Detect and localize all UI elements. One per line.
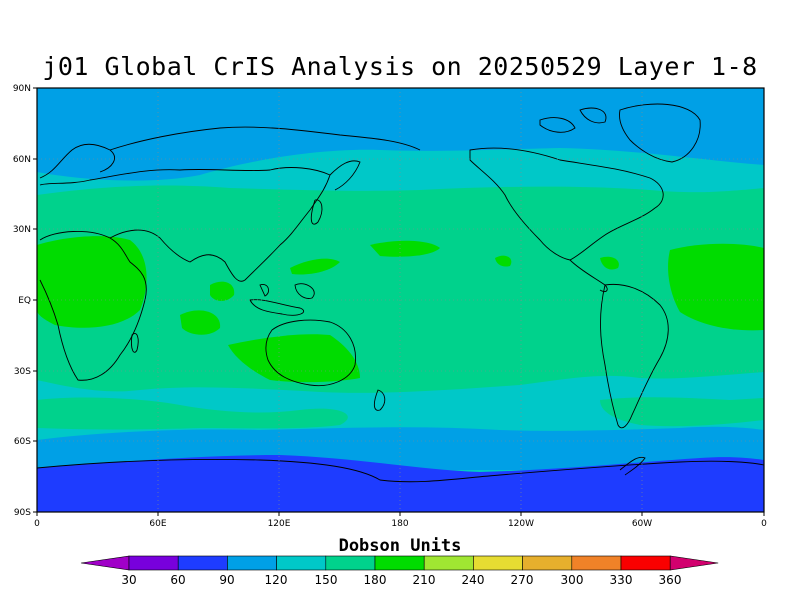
colorbar-tick: 300 <box>561 573 584 587</box>
colorbar-title: Dobson Units <box>338 536 462 556</box>
colorbar-tick: 330 <box>610 573 633 587</box>
colorbar <box>80 555 719 571</box>
map-gridlines <box>37 88 764 512</box>
ozone-field <box>37 88 764 512</box>
colorbar-tick: 90 <box>219 573 234 587</box>
colorbar-swatch <box>423 555 474 571</box>
colorbar-tick: 30 <box>121 573 136 587</box>
colorbar-upper-arrow <box>669 555 719 571</box>
colorbar-swatch <box>325 555 376 571</box>
colorbar-tick: 180 <box>364 573 387 587</box>
lon-label: 180 <box>391 519 408 529</box>
lon-label: 0 <box>34 519 40 529</box>
colorbar-tick: 270 <box>511 573 534 587</box>
colorbar-tick: 360 <box>659 573 682 587</box>
lat-label: 30N <box>13 225 31 235</box>
colorbar-labels: 30 60 90 120 150 180 210 240 270 300 330… <box>121 573 681 587</box>
colorbar-swatch <box>177 555 228 571</box>
colorbar-swatch <box>522 555 573 571</box>
lon-label: 60E <box>149 519 166 529</box>
lon-label: 60W <box>632 519 652 529</box>
colorbar-swatch <box>473 555 523 571</box>
colorbar-swatch <box>571 555 622 571</box>
colorbar-tick: 120 <box>265 573 288 587</box>
map-title: j01 Global CrIS Analysis on 20250529 Lay… <box>42 52 758 81</box>
lon-label: 120W <box>508 519 534 529</box>
colorbar-tick: 60 <box>170 573 185 587</box>
colorbar-swatch <box>620 555 671 571</box>
colorbar-tick: 210 <box>413 573 436 587</box>
colorbar-swatch <box>276 555 327 571</box>
coastlines <box>37 103 764 483</box>
latitude-labels: 90N 60N 30N EQ 30S 60S 90S <box>13 84 31 518</box>
lat-label: 60S <box>14 437 31 447</box>
lat-label: 90S <box>14 508 31 518</box>
colorbar-swatch <box>128 555 179 571</box>
lat-label: 60N <box>13 155 31 165</box>
lat-label: EQ <box>18 296 31 306</box>
lat-label: 90N <box>13 84 31 94</box>
colorbar-swatch <box>374 555 425 571</box>
longitude-labels: 0 60E 120E 180 120W 60W 0 <box>34 519 767 529</box>
lon-label: 0 <box>761 519 767 529</box>
axis-ticks <box>33 87 765 516</box>
colorbar-tick: 240 <box>462 573 485 587</box>
lon-label: 120E <box>268 519 291 529</box>
lat-label: 30S <box>14 367 31 377</box>
colorbar-lower-arrow <box>80 555 130 571</box>
colorbar-tick: 150 <box>315 573 338 587</box>
colorbar-swatch <box>227 555 277 571</box>
